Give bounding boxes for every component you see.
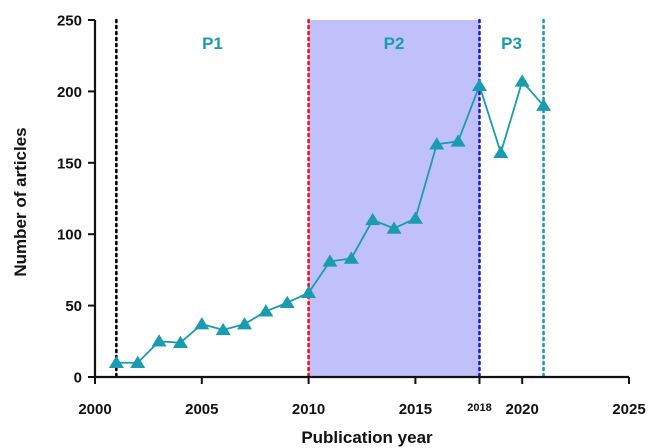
- data-point-2001: [108, 355, 124, 368]
- data-point-2003: [151, 334, 167, 347]
- axes: [93, 20, 629, 379]
- period-label-p3: P3: [501, 34, 522, 53]
- y-tick-label: 250: [57, 13, 82, 30]
- y-tick-label: 150: [57, 155, 82, 172]
- data-point-2004: [172, 335, 188, 348]
- y-axis-ticks: 0 50 100 150 200 250: [57, 13, 95, 387]
- data-point-2015: [407, 211, 423, 224]
- data-point-2006: [215, 322, 231, 336]
- data-point-2007: [237, 317, 253, 330]
- x-tick-label: 2005: [185, 401, 218, 418]
- y-tick-label: 50: [65, 298, 82, 315]
- data-point-2008: [258, 304, 274, 317]
- x-tick-label: 2010: [292, 401, 325, 418]
- period-label-p2: P2: [384, 34, 405, 53]
- x-tick-label: 2020: [506, 401, 539, 418]
- y-tick-label: 100: [57, 227, 82, 244]
- y-tick-label: 0: [74, 370, 82, 387]
- period-shading: [308, 20, 480, 377]
- data-point-2009: [279, 295, 295, 308]
- period-shade-p2: [308, 20, 480, 377]
- series-articles: [108, 74, 552, 368]
- x-axis-title: Publication year: [301, 428, 433, 447]
- data-point-2005: [194, 317, 210, 330]
- data-point-2020: [514, 74, 530, 87]
- data-point-2002: [130, 355, 146, 368]
- period-label-p1: P1: [202, 34, 223, 53]
- x-tick-label: 2015: [399, 401, 432, 418]
- y-tick-label: 200: [57, 84, 82, 101]
- data-point-2021: [536, 98, 552, 111]
- data-point-2013: [365, 212, 381, 226]
- data-point-2014: [386, 221, 402, 234]
- period-labels: P1 P2 P3: [202, 34, 522, 53]
- data-point-2017: [450, 134, 466, 147]
- data-point-2011: [322, 254, 338, 267]
- y-axis-title: Number of articles: [11, 127, 30, 276]
- x-tick-label: 2025: [612, 401, 645, 418]
- data-point-2016: [429, 137, 445, 150]
- data-point-2019: [493, 145, 509, 159]
- data-point-2018: [471, 78, 487, 91]
- x-axis-ticks: 2000 2005 2010 2015 2018 2020 2025: [78, 377, 646, 418]
- data-point-2010: [301, 285, 317, 298]
- x-tick-label: 2000: [78, 401, 111, 418]
- data-point-2012: [343, 251, 359, 264]
- x-tick-label: 2018: [467, 402, 491, 414]
